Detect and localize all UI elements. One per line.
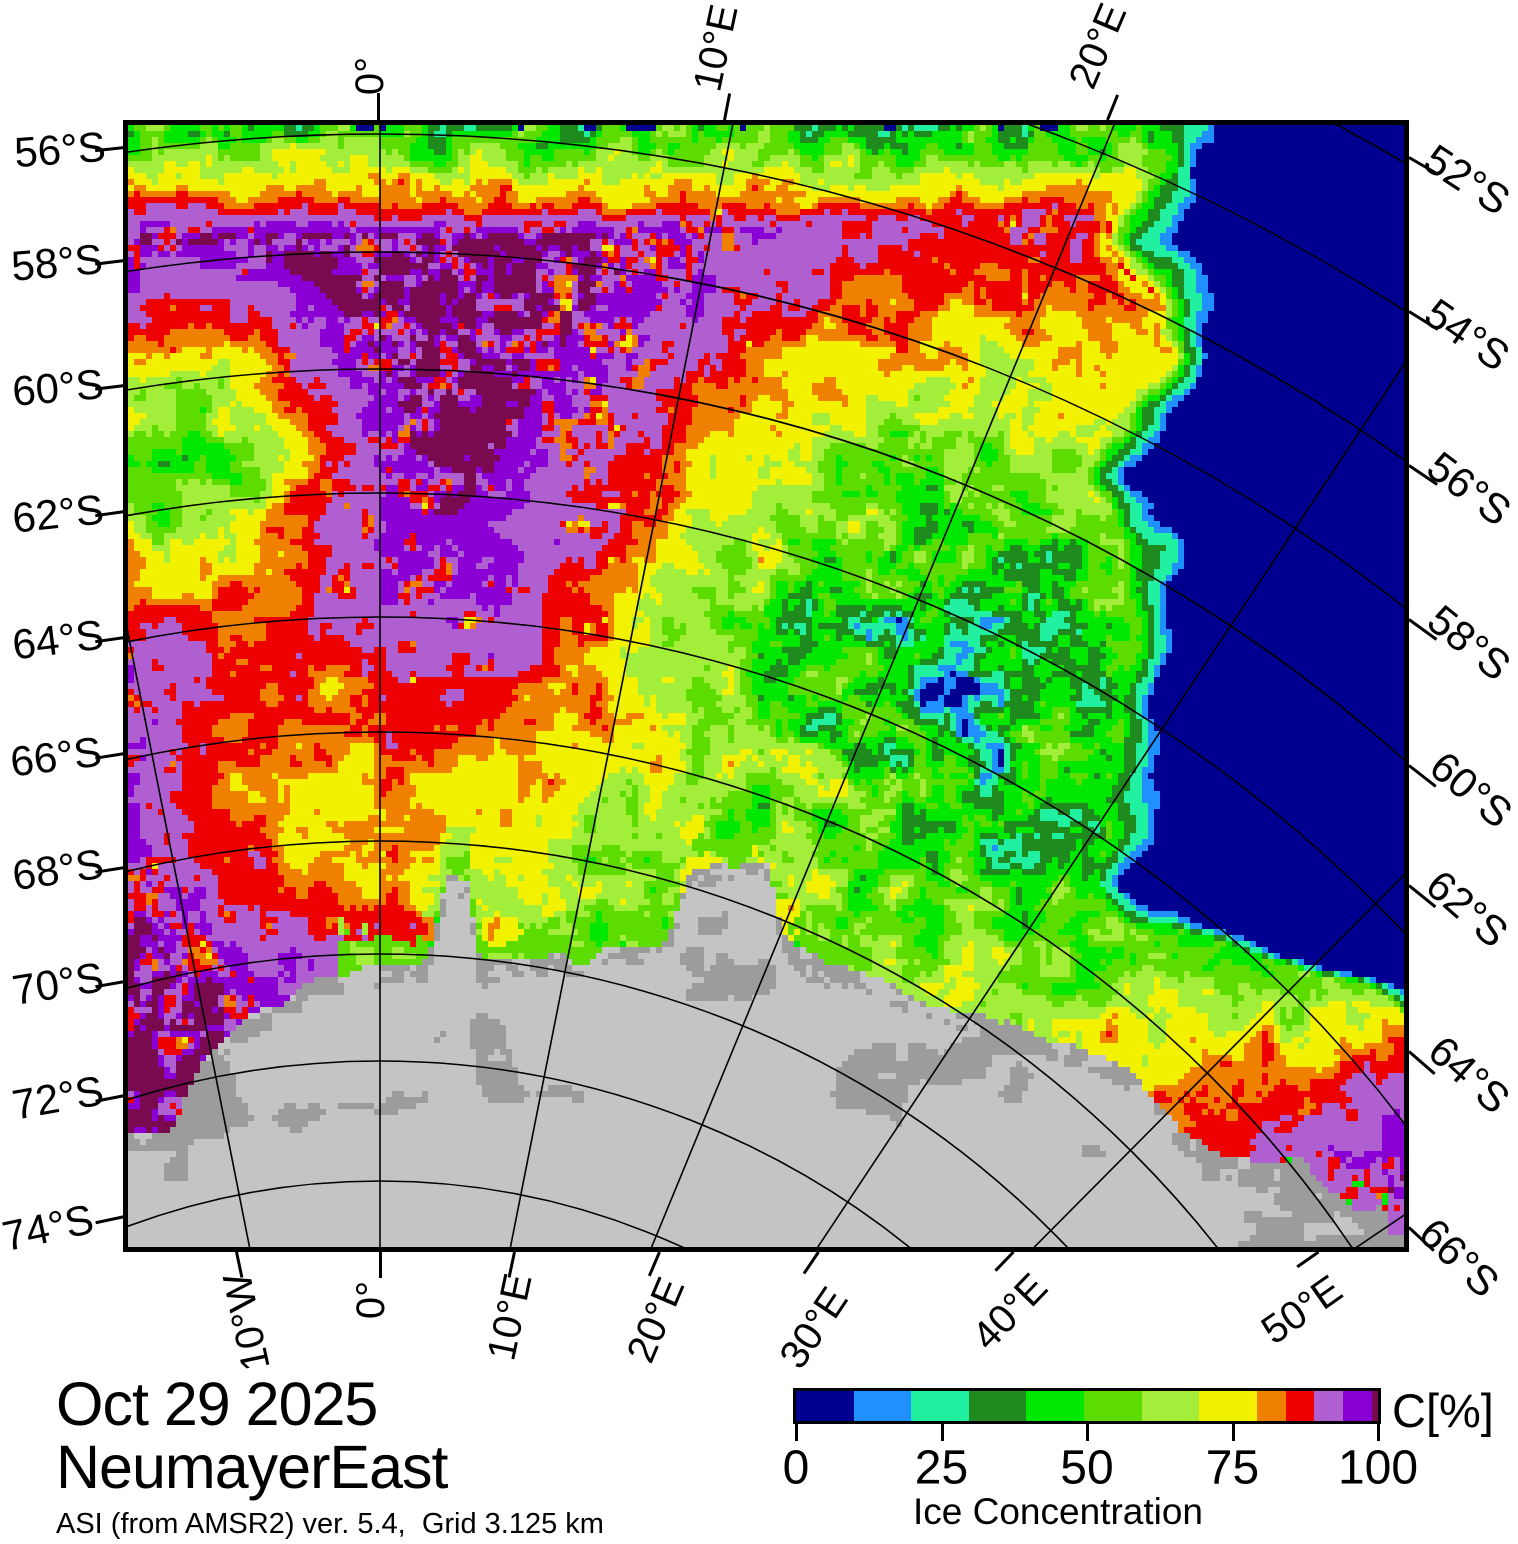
colorbar-tick-label-0: 0 <box>782 1441 810 1495</box>
bottom-axis-label-20degE: 20°E <box>618 1271 694 1369</box>
colorbar-segment-20-30 <box>911 1391 969 1421</box>
source-attribution-label: ASI (from AMSR2) ver. 5.4, Grid 3.125 km <box>56 1508 604 1540</box>
colorbar-tick-label-50: 50 <box>1060 1441 1114 1495</box>
colorbar-segment-60-70 <box>1141 1391 1200 1421</box>
top-axis-tick <box>1106 94 1120 121</box>
colorbar-segment-85-90 <box>1285 1391 1315 1421</box>
colorbar-segment-0-10 <box>796 1391 854 1421</box>
bottom-axis-tick <box>1296 1250 1320 1269</box>
bottom-axis-label-10degE: 10°E <box>479 1269 541 1365</box>
right-axis-label-54degS: 54°S <box>1416 289 1518 381</box>
colorbar-segment-70-80 <box>1199 1391 1257 1421</box>
top-axis-label-10degE: 10°E <box>685 0 747 96</box>
ice-concentration-canvas <box>128 125 1404 1247</box>
region-label: NeumayerEast <box>56 1433 448 1501</box>
colorbar-segment-90-95 <box>1314 1391 1344 1421</box>
top-axis-tick <box>723 93 732 121</box>
left-axis-label-64degS: 64°S <box>9 610 107 669</box>
top-axis-label-0deg: 0° <box>348 56 392 96</box>
right-axis-label-66degS: 66°S <box>1410 1208 1509 1307</box>
colorbar-unit-label: C[%] <box>1392 1384 1494 1437</box>
bottom-axis-label-0deg: 0° <box>349 1280 393 1320</box>
bottom-axis-tick <box>379 1252 382 1278</box>
right-axis-label-60degS: 60°S <box>1421 742 1518 838</box>
top-axis-tick <box>377 93 380 120</box>
colorbar-caption: Ice Concentration <box>912 1491 1204 1532</box>
right-axis-label-56degS: 56°S <box>1418 442 1518 535</box>
bottom-axis-label-40degE: 40°E <box>963 1265 1057 1359</box>
colorbar-segment-40-50 <box>1026 1391 1084 1421</box>
colorbar-tick <box>795 1424 798 1441</box>
colorbar-tick-label-75: 75 <box>1205 1441 1260 1495</box>
colorbar-tick <box>1086 1424 1089 1441</box>
right-axis-label-64degS: 64°S <box>1419 1026 1518 1123</box>
left-axis-label-58degS: 58°S <box>9 235 105 290</box>
top-axis-label-20degE: 20°E <box>1060 0 1136 95</box>
colorbar-tick <box>940 1424 944 1441</box>
colorbar-saturated-endcap <box>1371 1391 1378 1421</box>
left-axis-label-70degS: 70°S <box>9 953 107 1014</box>
left-axis-tick <box>95 1215 126 1225</box>
bottom-axis-label-10degW: 10°W <box>215 1269 279 1375</box>
left-axis-label-72degS: 72°S <box>8 1066 108 1129</box>
right-axis-label-52degS: 52°S <box>1416 134 1518 225</box>
caption-block: Oct 29 2025 NeumayerEast ASI (from AMSR2… <box>56 1374 604 1541</box>
colorbar-segment-30-40 <box>968 1391 1027 1421</box>
left-axis-label-56degS: 56°S <box>12 122 108 177</box>
colorbar-segment-80-85 <box>1256 1391 1286 1421</box>
left-axis-label-62degS: 62°S <box>9 485 106 542</box>
colorbar-tick <box>1231 1424 1235 1441</box>
colorbar-tick <box>1377 1424 1380 1441</box>
colorbar <box>793 1388 1381 1424</box>
date-label: Oct 29 2025 <box>56 1370 378 1438</box>
bottom-axis-label-50degE: 50°E <box>1253 1266 1351 1354</box>
bottom-axis-tick <box>994 1250 1015 1272</box>
left-axis-label-74degS: 74°S <box>0 1195 98 1261</box>
left-axis-label-60degS: 60°S <box>10 360 106 415</box>
colorbar-tick-label-25: 25 <box>914 1441 969 1495</box>
left-axis-label-66degS: 66°S <box>7 727 105 786</box>
right-axis-label-58degS: 58°S <box>1418 595 1518 690</box>
colorbar-segment-50-60 <box>1083 1391 1142 1421</box>
right-axis-label-62degS: 62°S <box>1417 860 1518 957</box>
map-frame <box>123 120 1409 1252</box>
bottom-axis-label-30degE: 30°E <box>771 1279 857 1377</box>
colorbar-segment-10-20 <box>853 1391 912 1421</box>
left-axis-label-68degS: 68°S <box>9 839 107 900</box>
colorbar-segment-95-100 <box>1343 1391 1372 1421</box>
bottom-axis-tick <box>802 1251 820 1275</box>
colorbar-tick-label-100: 100 <box>1337 1441 1419 1495</box>
